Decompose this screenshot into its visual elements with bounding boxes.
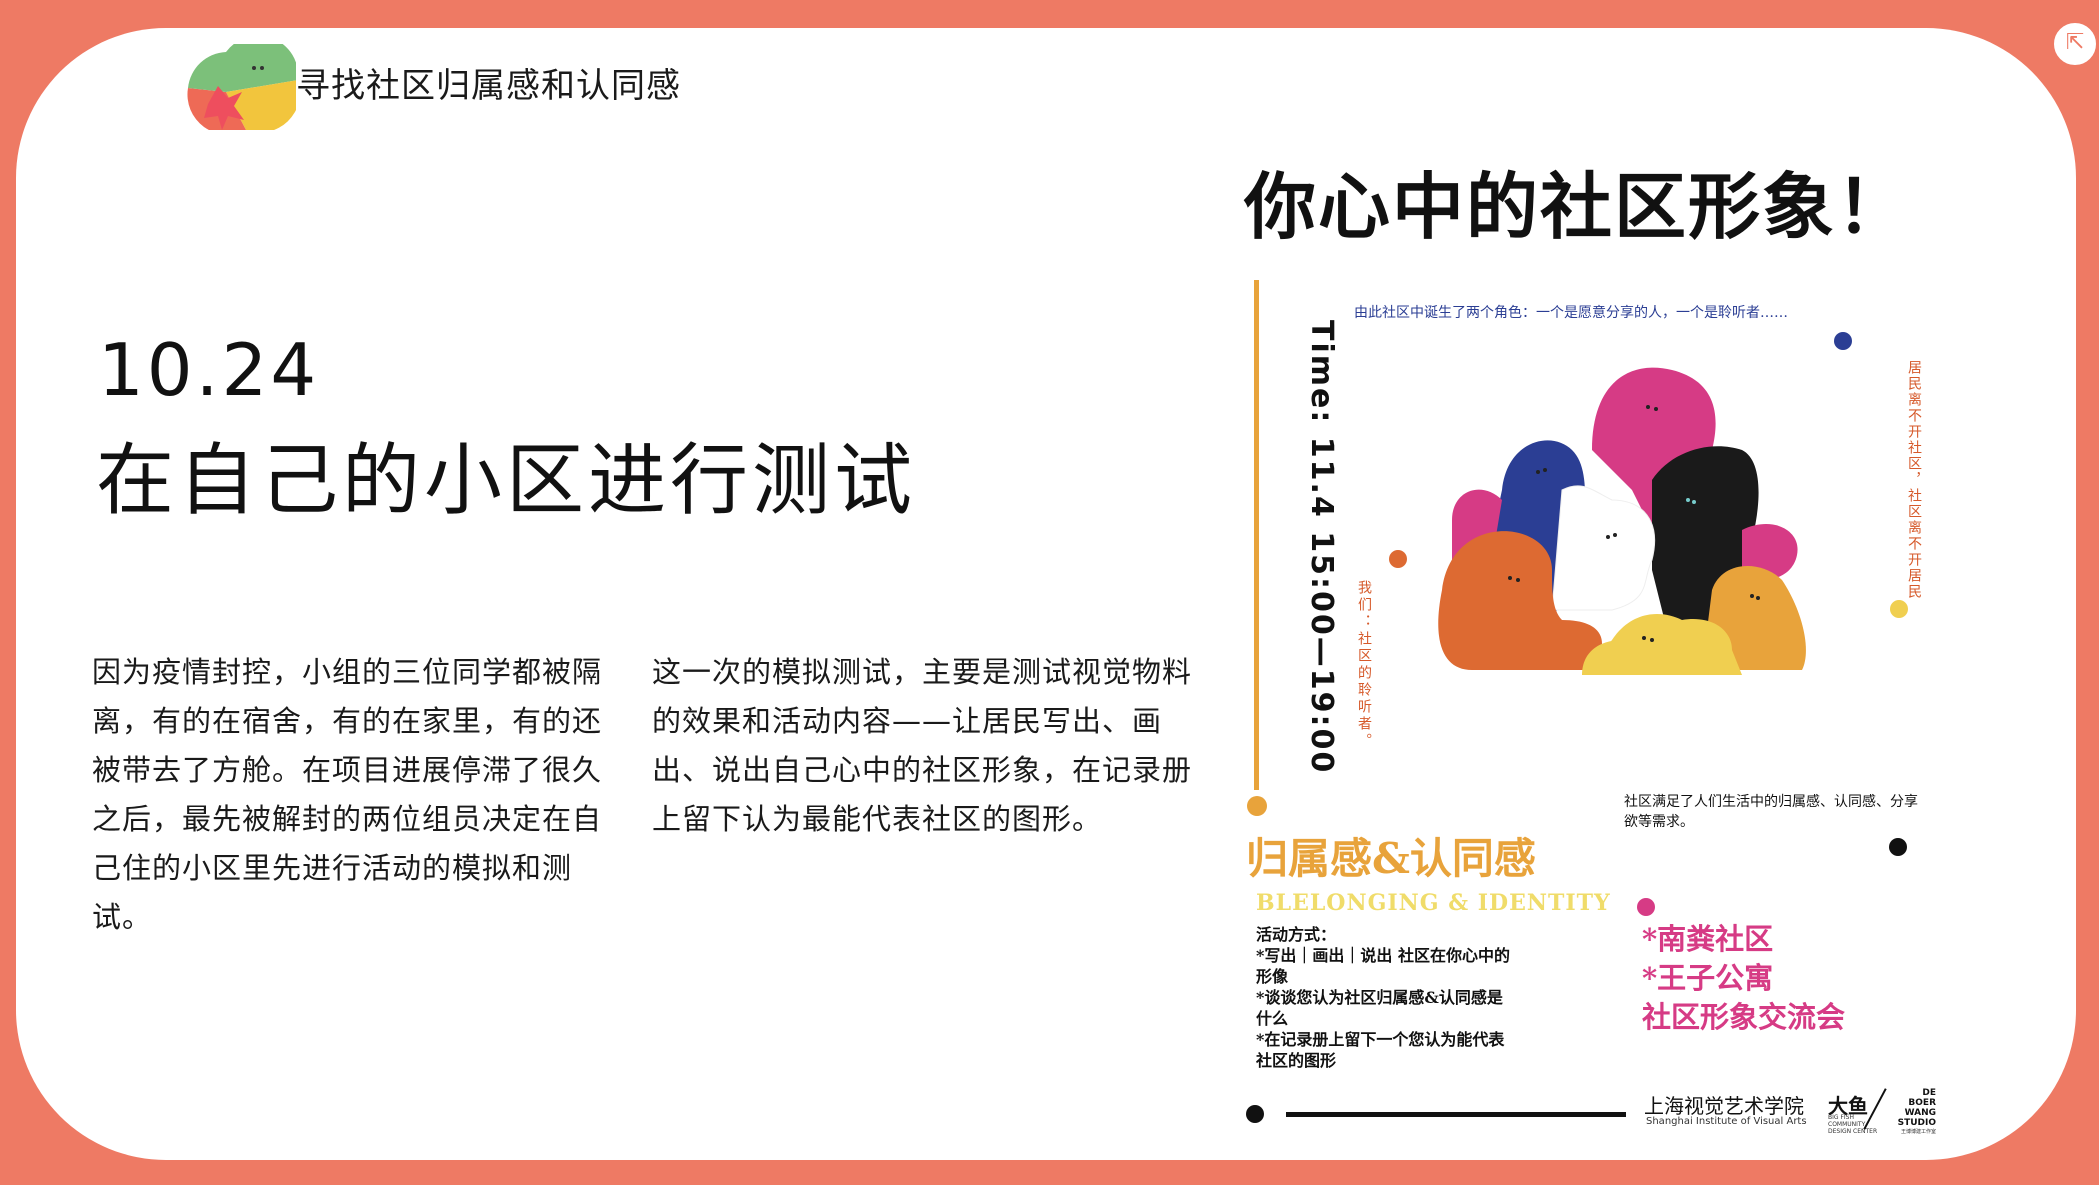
section-heading: 在自己的小区进行测试 bbox=[96, 436, 917, 526]
institute-english-name: Shanghai Institute of Visual Arts bbox=[1646, 1116, 1807, 1127]
community-logo-icon bbox=[187, 44, 296, 130]
poster-vertical-text-right: 居民离不开社区，社区离不开居民 bbox=[1906, 360, 1922, 600]
poster-venue-list: *南粪社区 *王子公寓 社区形象交流会 bbox=[1642, 920, 1845, 1037]
description-paragraph-1: 因为疫情封控，小组的三位同学都被隔离，有的在宿舍，有的在家里，有的还被带去了方舱… bbox=[92, 655, 603, 934]
big-fish-subtitle: BIG FISH COMMUNITY DESIGN CENTER bbox=[1828, 1114, 1878, 1135]
big-fish-logo: 大鱼 bbox=[1828, 1094, 1868, 1118]
poster-dot bbox=[1889, 838, 1907, 856]
studio-subtitle: 王博博建工作室 bbox=[1900, 1129, 1936, 1135]
poster-title: 你心中的社区形象！ bbox=[1244, 164, 1911, 249]
poster-english-title: BLELONGING & IDENTITY bbox=[1256, 890, 1611, 916]
poster-dot bbox=[1247, 796, 1267, 816]
poster-time: Time: 11.4 15:00—19:00 bbox=[1304, 320, 1339, 775]
studio-logo: DE BOER WANG STUDIO bbox=[1897, 1088, 1936, 1128]
poster-dot bbox=[1389, 550, 1407, 568]
venue-line: *王子公寓 bbox=[1642, 961, 1774, 995]
poster-activity-list: 活动方式： *写出｜画出｜说出 社区在你心中的形像 *谈谈您认为社区归属感&认同… bbox=[1256, 924, 1516, 1071]
activity-line: *在记录册上留下一个您认为能代表社区的图形 bbox=[1256, 1030, 1505, 1070]
description-paragraph-2: 这一次的模拟测试，主要是测试视觉物料的效果和活动内容——让居民写出、画出、说出自… bbox=[652, 655, 1193, 836]
poster-bottom-line bbox=[1286, 1112, 1626, 1117]
poster-intro: 由此社区中诞生了两个角色：一个是愿意分享的人，一个是聆听者…… bbox=[1354, 305, 1788, 321]
poster-dot bbox=[1890, 600, 1908, 618]
poster-dot bbox=[1637, 898, 1655, 916]
poster-description: 社区满足了人们生活中的归属感、认同感、分享欲等需求。 bbox=[1624, 794, 1918, 830]
event-poster: 你心中的社区形象！ Time: 11.4 15:00—19:00 由此社区中诞生… bbox=[1224, 110, 1964, 1140]
test-date: 10.24 bbox=[98, 328, 320, 412]
activity-line: *写出｜画出｜说出 社区在你心中的形像 bbox=[1256, 946, 1510, 986]
slide-card: 寻找社区归属感和认同感 10.24 在自己的小区进行测试 因为疫情封控，小组的三… bbox=[16, 28, 2076, 1160]
institute-logo: 上海视觉艺术学院 bbox=[1644, 1094, 1804, 1118]
activity-line: 活动方式： bbox=[1256, 925, 1337, 944]
activity-line: *谈谈您认为社区归属感&认同感是什么 bbox=[1256, 988, 1503, 1028]
poster-vertical-text-left: 我们：社区的聆听者。 bbox=[1356, 580, 1372, 750]
brand-title: 寻找社区归属感和认同感 bbox=[296, 66, 681, 106]
poster-vertical-line bbox=[1254, 280, 1259, 790]
community-characters-illustration bbox=[1438, 367, 1806, 675]
poster-dot bbox=[1246, 1105, 1264, 1123]
poster-big-title: 归属感&认同感 bbox=[1246, 834, 1536, 883]
venue-line: 社区形象交流会 bbox=[1642, 1000, 1846, 1034]
poster-dot bbox=[1834, 332, 1852, 350]
share-icon[interactable]: ⇱ bbox=[2051, 20, 2099, 68]
venue-line: *南粪社区 bbox=[1642, 922, 1774, 956]
